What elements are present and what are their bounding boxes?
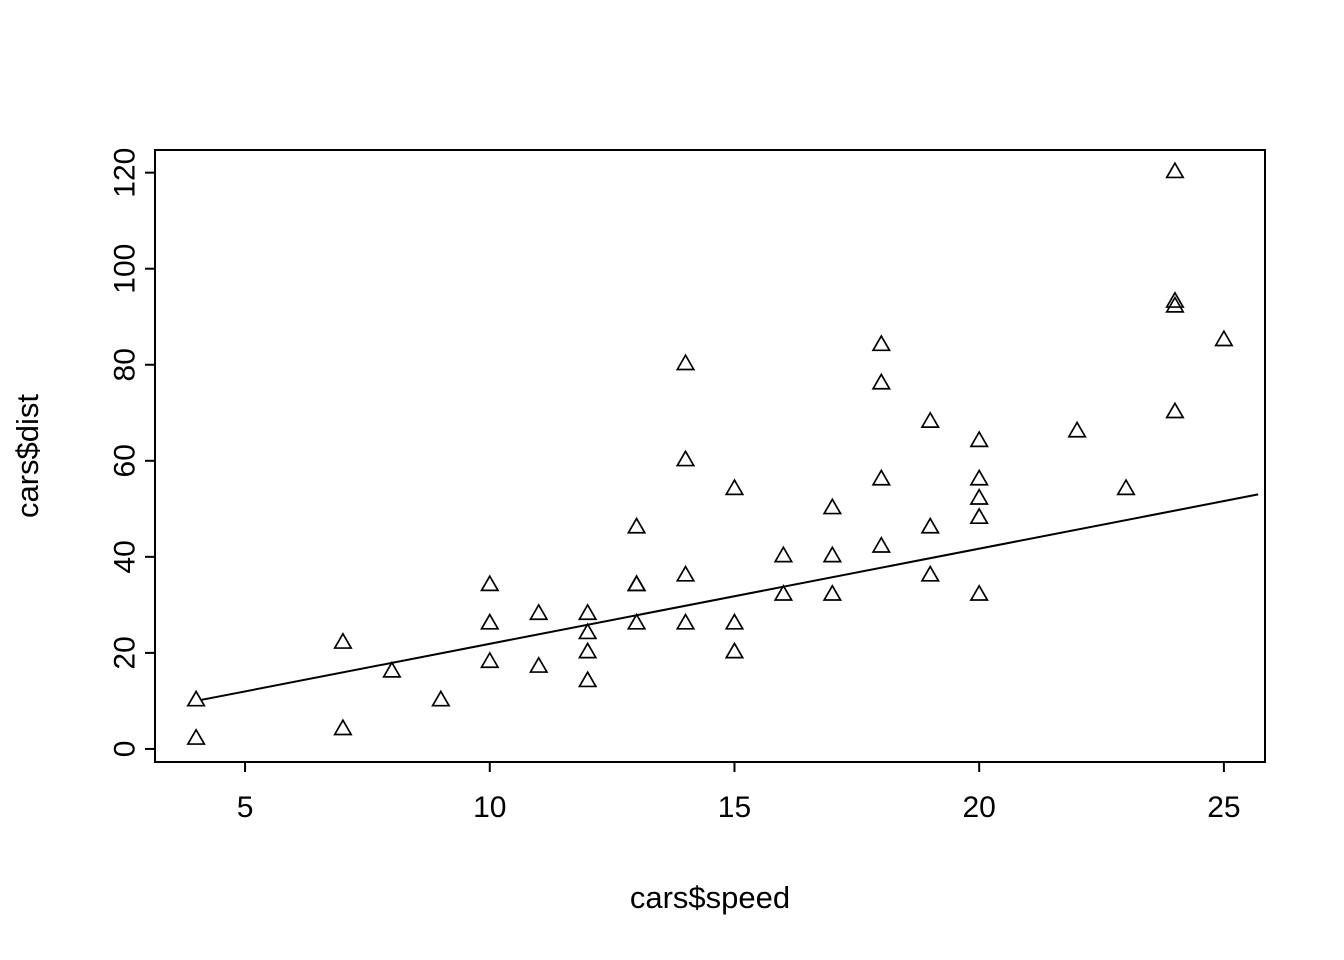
x-tick-label: 10: [473, 791, 506, 824]
data-point-triangle: [871, 536, 891, 553]
y-tick-label: 40: [109, 540, 142, 573]
data-point-triangle: [871, 468, 891, 486]
x-tick-label: 25: [1207, 791, 1240, 824]
data-point-triangle: [626, 574, 647, 592]
data-point-triangle: [920, 411, 940, 428]
data-point-triangle: [431, 689, 451, 707]
data-point-triangle: [675, 564, 696, 582]
data-point-triangle: [480, 574, 500, 592]
data-point-triangle: [1214, 329, 1234, 347]
data-point-triangle: [969, 584, 989, 601]
y-tick-label: 60: [109, 444, 142, 477]
data-point-triangle: [626, 516, 647, 534]
data-point-triangle: [577, 641, 598, 659]
data-point-triangle: [577, 670, 598, 688]
y-tick-label: 80: [109, 348, 142, 381]
x-tick-label: 20: [962, 791, 995, 824]
y-axis-title: cars$dist: [10, 394, 45, 518]
x-tick-label: 5: [237, 791, 254, 824]
y-tick-label: 0: [109, 741, 142, 758]
data-point-triangle: [1067, 420, 1087, 438]
data-point-triangle: [675, 353, 696, 371]
data-point-triangle: [920, 564, 940, 582]
data-point-triangle: [529, 603, 549, 621]
y-tick-label: 120: [109, 148, 142, 198]
data-point-triangle: [822, 545, 843, 563]
data-point-triangle: [577, 622, 598, 640]
data-point-triangle: [871, 372, 891, 390]
data-point-triangle: [773, 545, 794, 563]
data-point-triangle: [969, 507, 989, 525]
data-point-triangle: [333, 632, 353, 649]
data-point-triangle: [969, 430, 989, 448]
data-point-triangle: [480, 612, 500, 630]
data-point-triangle: [186, 689, 206, 707]
data-point-triangle: [577, 603, 598, 621]
data-point-triangle: [969, 468, 989, 486]
data-point-triangle: [1165, 401, 1185, 419]
data-point-triangle: [969, 488, 989, 505]
data-point-triangle: [675, 612, 696, 630]
data-point-triangle: [333, 718, 353, 736]
x-axis-title: cars$speed: [630, 880, 790, 915]
data-point-triangle: [626, 574, 647, 592]
data-point-triangle: [1116, 478, 1136, 496]
data-point-triangle: [724, 612, 745, 630]
data-point-triangle: [1165, 161, 1185, 179]
data-point-triangle: [920, 516, 940, 534]
data-point-triangle: [626, 612, 647, 630]
y-tick-label: 100: [109, 244, 142, 294]
data-point-triangle: [1165, 295, 1185, 313]
data-point-triangle: [675, 449, 696, 467]
data-point-triangle: [480, 651, 500, 669]
data-point-triangle: [724, 478, 745, 496]
plot-frame: [154, 149, 1266, 763]
data-point-triangle: [773, 584, 794, 601]
data-point-triangle: [529, 656, 549, 673]
data-point-triangle: [1165, 291, 1185, 308]
data-point-triangle: [871, 334, 891, 352]
x-tick-label: 15: [718, 791, 751, 824]
plot-layer: 5 10 15 20 25 0 20 40 60 80 100 120: [109, 148, 1266, 824]
data-point-triangle: [186, 728, 206, 745]
y-tick-label: 20: [109, 636, 142, 669]
data-point-triangle: [382, 660, 402, 678]
data-point-triangle: [822, 497, 843, 515]
regression-line: [200, 493, 1259, 701]
data-point-triangle: [724, 641, 745, 659]
data-point-triangle: [822, 584, 843, 601]
